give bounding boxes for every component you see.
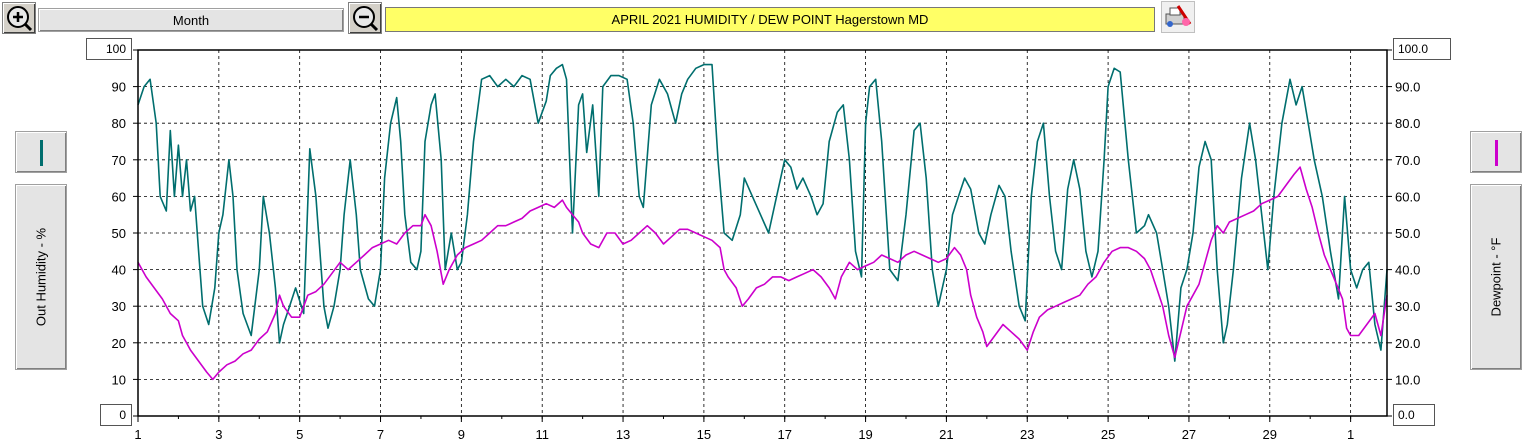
zoom-out-icon — [353, 6, 379, 32]
left-tick-label: 90 — [112, 80, 126, 95]
x-tick-label: 23 — [1020, 427, 1034, 442]
right-tick-label: 80.0 — [1395, 116, 1420, 131]
left-tick-label: 80 — [112, 116, 126, 131]
right-tick-label: 40.0 — [1395, 263, 1420, 278]
left-tick-label: 40 — [112, 263, 126, 278]
left-axis-min-box[interactable]: 0 — [100, 404, 132, 426]
right-axis-min-box[interactable]: 0.0 — [1393, 404, 1435, 426]
left-tick-label: 50 — [112, 226, 126, 241]
x-tick-label: 11 — [535, 427, 549, 442]
dewpoint-swatch — [1495, 140, 1498, 166]
right-tick-label: 50.0 — [1395, 226, 1420, 241]
humidity-series-line — [137, 63, 1388, 362]
x-tick-label: 7 — [377, 427, 384, 442]
x-tick-label: 5 — [296, 427, 303, 442]
dewpoint-series-line — [137, 166, 1388, 381]
x-tick-label: 25 — [1101, 427, 1115, 442]
x-tick-label: 9 — [458, 427, 465, 442]
x-tick-label: 17 — [777, 427, 791, 442]
printer-icon — [1165, 5, 1192, 27]
right-tick-label: 20.0 — [1395, 336, 1420, 351]
right-tick-label: 60.0 — [1395, 189, 1420, 204]
chart-title: APRIL 2021 HUMIDITY / DEW POINT Hagersto… — [385, 7, 1155, 32]
right-tick-label: 30.0 — [1395, 299, 1420, 314]
left-tick-label: 60 — [112, 189, 126, 204]
plot-frame — [137, 49, 1388, 417]
right-tick-label: 10.0 — [1395, 372, 1420, 387]
left-tick-label: 20 — [112, 336, 126, 351]
x-tick-label: 3 — [215, 427, 222, 442]
zoom-out-button[interactable] — [348, 2, 382, 34]
x-tick-label: 29 — [1263, 427, 1277, 442]
humidity-swatch — [40, 140, 43, 166]
period-button[interactable]: Month — [38, 8, 344, 32]
x-tick-label: 1 — [134, 427, 141, 442]
x-tick-label: 21 — [939, 427, 953, 442]
zoom-in-icon — [7, 6, 33, 32]
left-tick-label: 10 — [112, 372, 126, 387]
right-tick-label: 70.0 — [1395, 153, 1420, 168]
right-tick-label: 90.0 — [1395, 80, 1420, 95]
x-tick-label: 13 — [616, 427, 630, 442]
humidity-legend-button[interactable] — [15, 131, 67, 173]
left-tick-label: 70 — [112, 153, 126, 168]
x-tick-label: 15 — [697, 427, 711, 442]
right-axis-label-button[interactable]: Dewpoint - °F — [1470, 184, 1522, 370]
x-tick-label: 1 — [1347, 427, 1354, 442]
x-tick-label: 19 — [858, 427, 872, 442]
left-axis-label-button[interactable]: Out Humidity - % — [15, 184, 67, 370]
left-axis-max-box[interactable]: 100 — [86, 38, 132, 60]
print-button[interactable] — [1161, 1, 1195, 33]
dewpoint-legend-button[interactable] — [1470, 131, 1522, 173]
left-tick-label: 30 — [112, 299, 126, 314]
zoom-in-button[interactable] — [2, 2, 36, 34]
right-axis-max-box[interactable]: 100.0 — [1393, 38, 1451, 60]
x-tick-label: 27 — [1182, 427, 1196, 442]
